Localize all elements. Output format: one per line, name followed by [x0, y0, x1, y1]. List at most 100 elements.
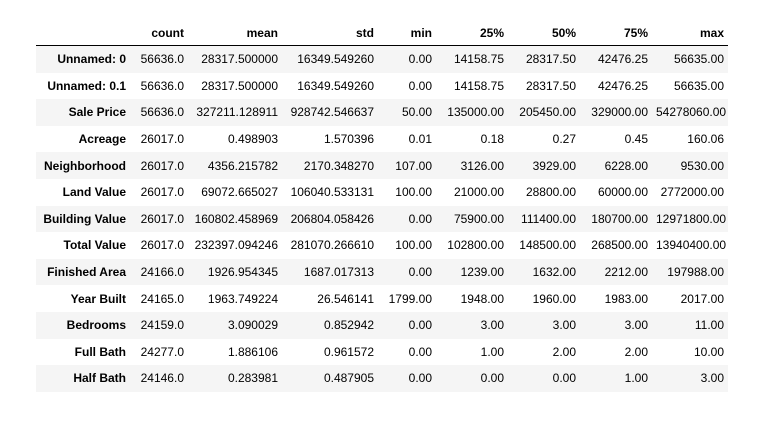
cell-75: 268500.00: [591, 238, 648, 253]
cell-75: 1.00: [624, 371, 648, 386]
cell-25: 0.00: [480, 371, 504, 386]
cell-75: 3.00: [624, 318, 648, 333]
cell-75: 42476.25: [597, 52, 648, 67]
cell-50: 205450.00: [519, 105, 576, 120]
row-label: Sale Price: [68, 105, 126, 120]
cell-75: 180700.00: [591, 211, 648, 226]
cell-count: 24166.0: [140, 265, 184, 280]
row-label: Acreage: [78, 132, 126, 147]
cell-mean: 28317.500000: [201, 78, 278, 93]
cell-mean: 28317.500000: [201, 52, 278, 67]
cell-max: 2772000.00: [660, 185, 724, 200]
cell-std: 206804.058426: [290, 211, 374, 226]
column-header-count: count: [130, 20, 188, 46]
cell-mean: 3.090029: [227, 318, 278, 333]
cell-50: 28317.50: [525, 52, 576, 67]
table-row: Bedrooms 24159.0 3.090029 0.852942 0.00 3.00 3…: [36, 311, 728, 339]
cell-mean: 0.498903: [227, 132, 278, 147]
column-header-75: 75%: [580, 20, 652, 46]
column-header-max: max: [652, 20, 728, 46]
cell-count: 24165.0: [140, 291, 184, 306]
cell-min: 0.00: [408, 318, 432, 333]
cell-max: 160.06: [687, 132, 724, 147]
cell-75: 2212.00: [604, 265, 648, 280]
cell-count: 56636.0: [140, 78, 184, 93]
cell-max: 56635.00: [673, 52, 724, 67]
cell-min: 0.00: [408, 78, 432, 93]
table-row: Finished Area 24166.0 1926.954345 1687.0173…: [36, 258, 728, 286]
column-header-mean: mean: [188, 20, 282, 46]
cell-min: 50.00: [401, 105, 432, 120]
cell-25: 1948.00: [460, 291, 504, 306]
row-label: Full Bath: [74, 344, 126, 359]
cell-mean: 1.886106: [227, 344, 278, 359]
cell-75: 0.45: [624, 132, 648, 147]
cell-max: 3.00: [700, 371, 724, 386]
cell-75: 2.00: [624, 344, 648, 359]
cell-75: 1983.00: [604, 291, 648, 306]
cell-std: 2170.348270: [303, 158, 374, 173]
cell-50: 0.00: [552, 371, 576, 386]
cell-mean: 160802.458969: [194, 211, 278, 226]
column-header-50: 50%: [508, 20, 580, 46]
table-row: Total Value 26017.0 232397.094246 281070.26…: [36, 232, 728, 259]
cell-count: 26017.0: [140, 211, 184, 226]
table-row: Building Value 26017.0 160802.458969 206804…: [36, 205, 728, 233]
cell-max: 13940400.00: [656, 238, 727, 253]
table-row: Year Built 24165.0 1963.749224 26.546141 179…: [36, 285, 728, 312]
cell-count: 56636.0: [140, 105, 184, 120]
cell-std: 16349.549260: [297, 52, 374, 67]
table-row: Acreage 26017.0 0.498903 1.570396 0.01 0.18 0.…: [36, 125, 728, 153]
table-row: Unnamed: 0 56636.0 28317.500000 16349.54926…: [36, 45, 728, 73]
cell-75: 6228.00: [604, 158, 648, 173]
column-header-25: 25%: [436, 20, 508, 46]
cell-75: 42476.25: [597, 78, 648, 93]
cell-75: 329000.00: [591, 105, 648, 120]
cell-50: 2.00: [552, 344, 576, 359]
cell-min: 107.00: [395, 158, 432, 173]
column-header-std: std: [282, 20, 378, 46]
cell-min: 0.00: [408, 265, 432, 280]
cell-mean: 1926.954345: [207, 265, 278, 280]
cell-50: 28317.50: [525, 78, 576, 93]
index-header: [36, 20, 130, 46]
cell-50: 111400.00: [521, 211, 576, 226]
cell-min: 100.00: [395, 238, 432, 253]
row-label: Unnamed: 0: [57, 52, 126, 67]
cell-std: 928742.546637: [290, 105, 374, 120]
cell-std: 1687.017313: [303, 265, 374, 280]
cell-25: 21000.00: [453, 185, 504, 200]
cell-count: 26017.0: [140, 132, 184, 147]
cell-25: 3126.00: [460, 158, 504, 173]
cell-std: 16349.549260: [297, 78, 374, 93]
cell-count: 56636.0: [140, 52, 184, 67]
row-label: Building Value: [43, 211, 126, 226]
cell-count: 26017.0: [140, 185, 184, 200]
cell-50: 28800.00: [525, 185, 576, 200]
dataframe-output: count mean std min 25% 50% 75% max Unnam…: [36, 20, 728, 392]
column-header-min: min: [378, 20, 436, 46]
cell-25: 3.00: [480, 318, 504, 333]
cell-min: 0.00: [408, 371, 432, 386]
cell-mean: 232397.094246: [194, 238, 278, 253]
cell-max: 56635.00: [673, 78, 724, 93]
table-row: Land Value 26017.0 69072.665027 106040.5331…: [36, 178, 728, 206]
cell-std: 281070.266610: [290, 238, 374, 253]
row-label: Neighborhood: [44, 158, 126, 173]
cell-min: 1799.00: [388, 291, 432, 306]
cell-25: 0.18: [480, 132, 504, 147]
cell-min: 0.00: [408, 52, 432, 67]
cell-std: 106040.533131: [290, 185, 374, 200]
cell-max: 197988.00: [667, 265, 724, 280]
table-row: Neighborhood 26017.0 4356.215782 2170.34827…: [36, 152, 728, 179]
row-label: Bedrooms: [66, 318, 126, 333]
cell-max: 12971800.00: [656, 211, 727, 226]
cell-min: 0.00: [408, 211, 432, 226]
cell-max: 9530.00: [680, 158, 724, 173]
cell-count: 24277.0: [140, 344, 184, 359]
row-label: Year Built: [70, 291, 126, 306]
cell-max: 2017.00: [680, 291, 724, 306]
cell-max: 11.00: [694, 318, 724, 333]
cell-50: 0.27: [552, 132, 576, 147]
cell-std: 26.546141: [317, 291, 374, 306]
